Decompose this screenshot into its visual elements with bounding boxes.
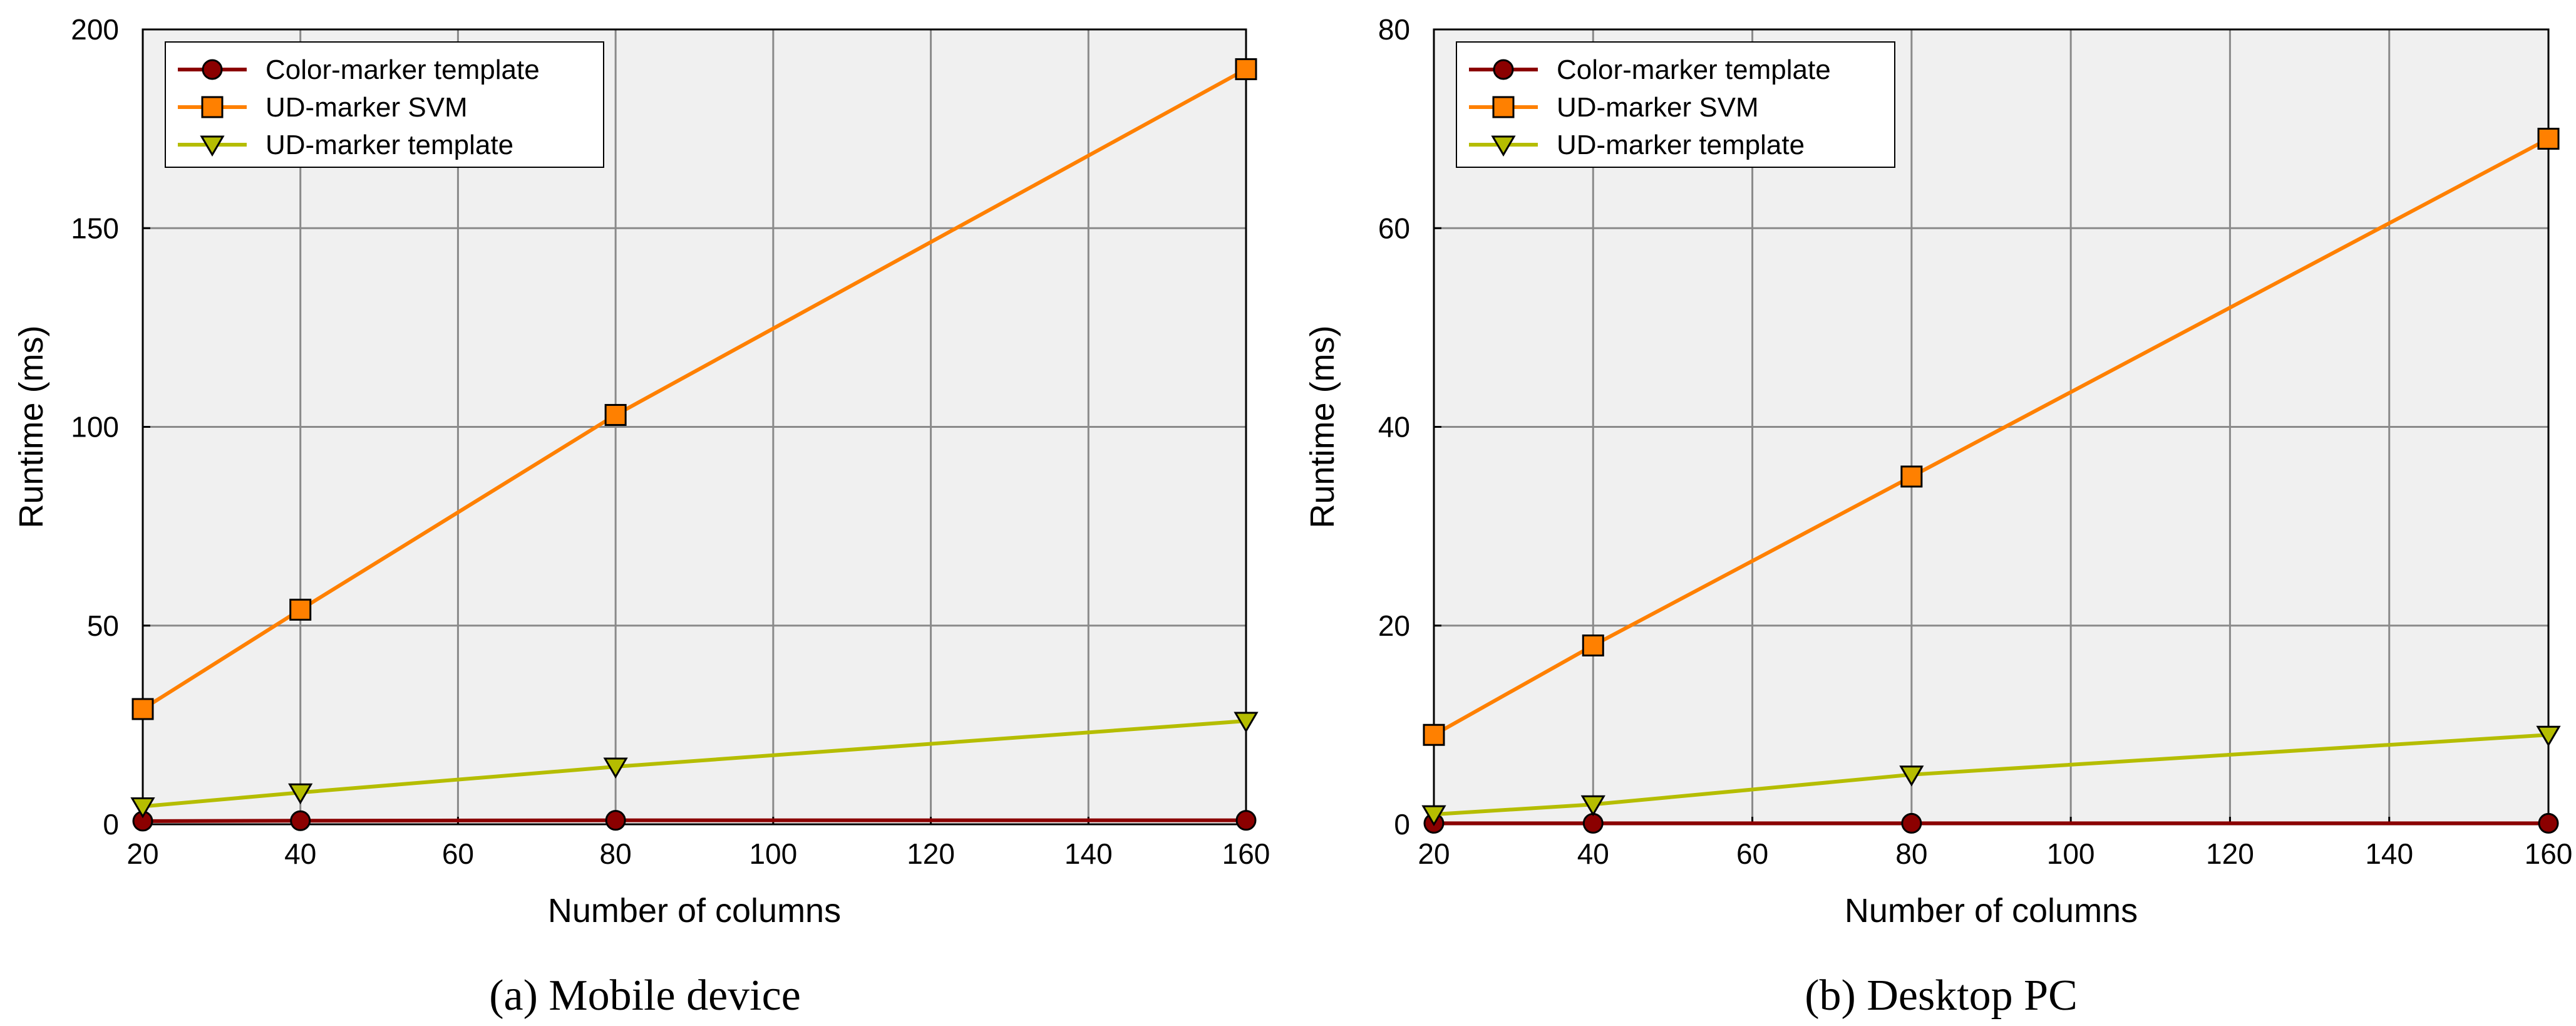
y-tick-label: 150 <box>71 212 119 244</box>
data-point <box>2537 127 2560 150</box>
chart-panel-0: 20 40 60 80 100 120 140 160 0 50 100 150 200 Number o… <box>13 13 1270 1020</box>
x-axis-title: Number of columns <box>548 892 841 930</box>
x-tick-label: 140 <box>2365 837 2413 870</box>
data-point <box>290 810 311 831</box>
data-point <box>288 783 313 805</box>
data-point <box>1580 795 1605 817</box>
x-tick-label: 160 <box>1222 837 1270 870</box>
data-point <box>605 810 626 831</box>
x-tick-label: 60 <box>1736 837 1768 870</box>
y-tick-label: 80 <box>1378 13 1410 46</box>
legend-label: Color-marker template <box>265 54 540 85</box>
y-tick-label: 40 <box>1378 411 1410 443</box>
series-1 <box>1423 127 2560 746</box>
y-axis-title: Runtime (ms) <box>13 325 50 528</box>
legend-marker <box>1492 96 1515 118</box>
series-2 <box>130 712 1259 819</box>
data-point <box>289 598 312 621</box>
legend-label: UD-marker template <box>265 130 513 160</box>
x-tick-label: 80 <box>600 837 632 870</box>
y-tick-label: 0 <box>1394 808 1410 841</box>
x-tick-label: 100 <box>749 837 797 870</box>
data-point <box>1421 805 1446 827</box>
legend-label: Color-marker template <box>1557 54 1831 85</box>
data-point <box>1901 812 1922 834</box>
legend-marker <box>1491 135 1516 157</box>
data-point <box>1582 634 1604 656</box>
data-point <box>1423 723 1445 746</box>
legend: Color-marker template UD-marker SVM UD-mar… <box>165 41 604 168</box>
legend-label: UD-marker SVM <box>1557 92 1759 123</box>
legend-label: UD-marker template <box>1557 130 1805 160</box>
x-tick-label: 60 <box>442 837 474 870</box>
legend-marker <box>1493 59 1514 80</box>
data-point <box>130 797 155 819</box>
data-point <box>1235 810 1257 831</box>
legend-box <box>165 41 604 168</box>
legend-label: UD-marker SVM <box>265 92 468 123</box>
data-point <box>603 757 628 779</box>
x-tick-label: 100 <box>2047 837 2095 870</box>
legend: Color-marker template UD-marker SVM UD-mar… <box>1456 41 1895 168</box>
series-2 <box>1421 725 2561 827</box>
series-line <box>142 67 1247 711</box>
x-tick-label: 20 <box>1418 837 1450 870</box>
figure-caption: (a) Mobile device <box>489 972 801 1020</box>
y-tick-label: 60 <box>1378 212 1410 244</box>
figure-caption: (b) Desktop PC <box>1805 972 2078 1020</box>
x-tick-label: 40 <box>284 837 316 870</box>
x-tick-label: 140 <box>1064 837 1113 870</box>
x-tick-label: 120 <box>2206 837 2254 870</box>
data-point <box>1234 712 1259 733</box>
data-point <box>2536 725 2561 747</box>
x-tick-label: 160 <box>2525 837 2573 870</box>
y-tick-label: 20 <box>1378 609 1410 642</box>
y-tick-label: 50 <box>87 609 119 642</box>
x-tick-label: 40 <box>1577 837 1609 870</box>
x-tick-label: 80 <box>1895 837 1927 870</box>
data-point <box>131 698 154 720</box>
y-axis-title: Runtime (ms) <box>1304 325 1341 528</box>
x-axis-title: Number of columns <box>1845 892 2138 930</box>
y-tick-label: 100 <box>71 411 119 443</box>
x-tick-label: 20 <box>126 837 158 870</box>
data-point <box>1899 765 1924 787</box>
series-line <box>142 719 1247 809</box>
data-point <box>604 403 627 426</box>
data-point <box>1582 812 1604 834</box>
series-line <box>1433 137 2550 737</box>
series-0 <box>1423 812 2559 834</box>
y-tick-label: 200 <box>71 13 119 46</box>
legend-marker <box>200 135 225 157</box>
series-1 <box>131 58 1257 720</box>
y-tick-label: 0 <box>103 808 119 841</box>
series-0 <box>132 810 1257 832</box>
data-point <box>1235 58 1257 80</box>
data-point <box>1900 465 1923 488</box>
legend-marker <box>201 96 224 118</box>
series-line <box>1433 733 2549 817</box>
legend-marker <box>202 59 223 80</box>
x-tick-label: 120 <box>907 837 955 870</box>
data-point <box>2538 812 2559 834</box>
